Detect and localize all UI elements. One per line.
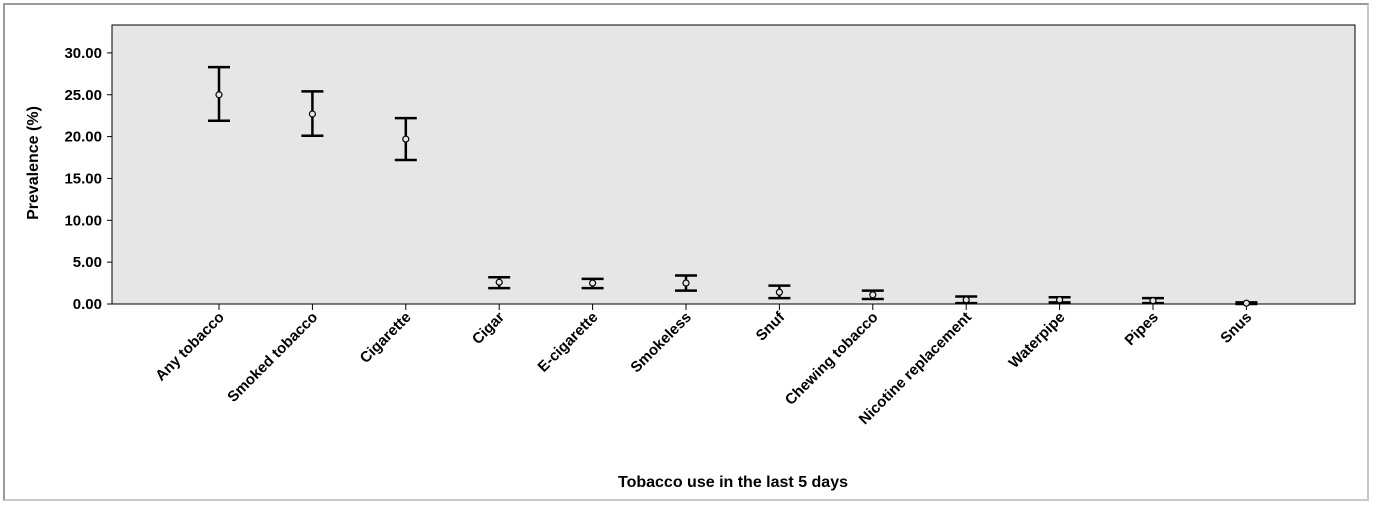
mean-point [402,135,410,143]
x-tick-label: Cigarette [357,309,415,367]
mean-point [215,91,223,99]
error-bar [394,116,417,162]
x-tick-label: E-cigarette [535,309,602,376]
error-bar [1235,299,1258,307]
x-axis-title: Tobacco use in the last 5 days [618,474,848,491]
x-tick-label: Waterpipe [1006,309,1069,372]
mean-point [775,288,784,296]
mean-point [495,278,503,286]
error-bar [955,295,978,305]
y-axis: 0.00 5.00 10.00 15.00 20.00 25.00 30.00 [64,45,112,313]
y-tick-label: 5.00 [73,254,102,271]
error-bar [488,275,511,290]
mean-point [869,291,877,299]
y-axis-title: Prevalence (%) [25,106,42,220]
plot-area [111,24,1356,305]
mean-point [308,110,316,118]
mean-point [1055,296,1064,304]
x-tick-label: Smokeless [627,309,694,376]
x-tick-label: Snuf [753,308,789,344]
mean-point [1149,297,1157,305]
error-bar [861,289,884,301]
mean-point [588,279,597,287]
x-tick-label: Smoked tobacco [224,309,321,406]
error-bar [581,277,604,290]
x-tick-label: Chewing tobacco [782,309,882,409]
error-bar [1048,296,1071,304]
error-bar [301,90,324,138]
y-tick-label: 30.00 [64,45,102,62]
mean-point [682,279,690,287]
mean-point [962,296,970,304]
y-tick-label: 0.00 [73,296,102,313]
x-tick-label: Snus [1217,309,1255,347]
error-bar [1142,296,1164,305]
x-tick-label: Cigar [469,309,508,348]
y-tick-label: 20.00 [64,129,102,146]
error-bar [768,284,791,300]
error-bars [208,65,1258,307]
y-tick-label: 25.00 [64,87,102,104]
x-tick-label: Pipes [1122,309,1162,349]
y-tick-label: 10.00 [64,212,102,229]
mean-point [1242,299,1251,307]
x-tick-label: Any tobacco [152,309,228,385]
error-bar [208,65,230,122]
y-tick-label: 15.00 [64,170,102,187]
error-bar [675,274,697,292]
